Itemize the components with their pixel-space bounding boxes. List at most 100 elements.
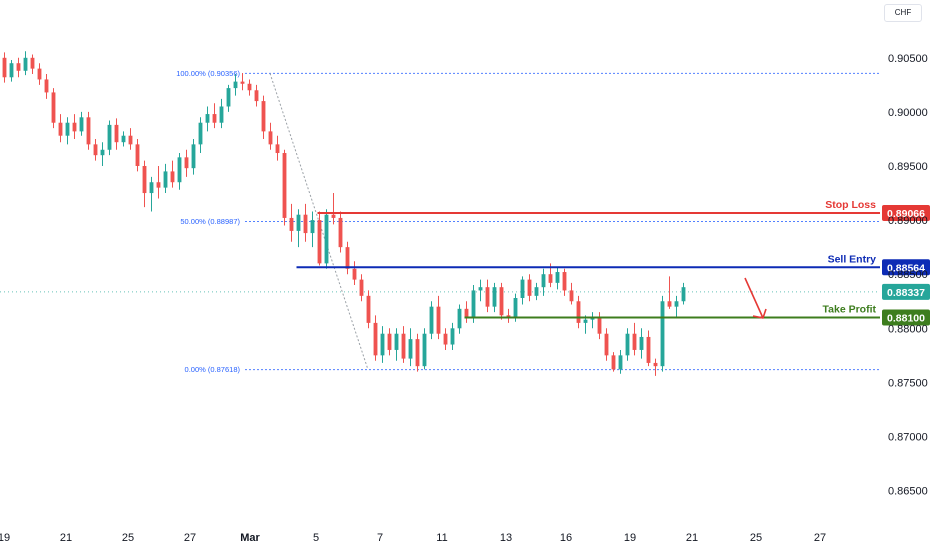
candle xyxy=(310,211,315,248)
x-tick-label: 27 xyxy=(184,532,196,544)
candle xyxy=(247,79,252,96)
candle-body xyxy=(646,336,651,363)
candle-body xyxy=(198,122,203,145)
take-profit-label: Take Profit xyxy=(823,303,877,315)
candle xyxy=(478,279,483,302)
candle xyxy=(282,149,287,226)
candle-body xyxy=(632,333,637,350)
candle-body xyxy=(310,220,315,234)
candle-body xyxy=(44,79,49,93)
x-tick-label: 7 xyxy=(377,532,383,544)
candle-body xyxy=(338,217,343,248)
candle-body xyxy=(576,301,581,323)
sell-entry-price-tag[interactable] xyxy=(882,259,930,276)
y-tick-label: 0.89500 xyxy=(888,161,928,173)
candle xyxy=(366,290,371,329)
trade-levels[interactable]: Stop Loss 0.89066 Sell Entry 0.88564 Take Pr… xyxy=(296,199,931,326)
candle xyxy=(72,114,77,139)
candle xyxy=(163,163,168,194)
candle-body xyxy=(226,88,231,107)
candle-body xyxy=(23,57,28,71)
candle xyxy=(86,111,91,150)
candle xyxy=(177,153,182,190)
candle xyxy=(576,295,581,329)
candle-body xyxy=(394,333,399,350)
candle xyxy=(562,268,567,296)
price-axis[interactable]: 0.90500 0.90000 0.89500 0.89000 0.88500 0.880… xyxy=(888,53,928,498)
candle xyxy=(261,95,266,139)
sell-entry-label: Sell Entry xyxy=(828,253,877,265)
x-tick-label: 21 xyxy=(60,532,72,544)
candle xyxy=(569,282,574,305)
candle-body xyxy=(674,301,679,307)
candle xyxy=(667,276,672,309)
candle xyxy=(289,203,294,242)
candle xyxy=(408,328,413,367)
candlestick-series xyxy=(2,51,686,376)
candle-body xyxy=(114,124,119,143)
time-axis[interactable]: 19 21 25 27 Mar 5 7 11 13 16 19 21 25 27 xyxy=(0,532,826,544)
x-tick-label: 19 xyxy=(0,532,10,544)
candle xyxy=(191,138,196,175)
candle-body xyxy=(583,319,588,323)
candle xyxy=(128,128,133,150)
fib-level-label: 0.00% (0.87618) xyxy=(185,365,241,374)
candle-body xyxy=(100,149,105,156)
candle-body xyxy=(65,122,70,136)
candle xyxy=(464,301,469,323)
candle-body xyxy=(163,171,168,188)
stop-loss-price-tag[interactable] xyxy=(882,204,930,221)
candle-body xyxy=(604,333,609,356)
candle-body xyxy=(562,272,567,291)
candle xyxy=(324,209,329,269)
candle-body xyxy=(156,182,161,188)
candle xyxy=(450,322,455,350)
candle xyxy=(156,166,161,199)
candle xyxy=(170,160,175,188)
candle xyxy=(296,209,301,248)
candle-body xyxy=(30,57,35,69)
candle xyxy=(555,267,560,290)
candle-body xyxy=(261,101,266,132)
y-tick-label: 0.90000 xyxy=(888,107,928,119)
candle xyxy=(149,176,154,212)
candle-body xyxy=(317,220,322,264)
take-profit-price-tag[interactable] xyxy=(882,309,930,326)
candle-body xyxy=(506,315,511,318)
candle-body xyxy=(37,68,42,80)
candle xyxy=(443,328,448,350)
candle-body xyxy=(121,135,126,143)
currency-label[interactable]: CHF xyxy=(884,4,922,22)
candle xyxy=(135,138,140,172)
candle xyxy=(681,282,686,305)
candle xyxy=(401,326,406,363)
candle xyxy=(352,261,357,286)
candle xyxy=(422,328,427,370)
candle xyxy=(338,211,343,253)
candle-body xyxy=(72,122,77,132)
candle-body xyxy=(177,157,182,183)
candle xyxy=(485,279,490,313)
candle-body xyxy=(86,117,91,145)
candle-body xyxy=(443,333,448,345)
candle-body xyxy=(79,117,84,132)
last-price-tag[interactable] xyxy=(882,283,930,300)
candle-body xyxy=(296,214,301,231)
candle xyxy=(240,72,245,91)
x-tick-label: 25 xyxy=(750,532,762,544)
candle xyxy=(660,295,665,372)
candle-body xyxy=(618,355,623,370)
candle xyxy=(632,322,637,356)
candle xyxy=(317,211,322,266)
candle xyxy=(79,111,84,136)
x-tick-label: 16 xyxy=(560,532,572,544)
candle-body xyxy=(240,81,245,84)
candle-body xyxy=(527,279,532,296)
y-tick-label: 0.89000 xyxy=(888,215,928,227)
candle-body xyxy=(9,63,14,78)
candle-body xyxy=(499,287,504,316)
candle-body xyxy=(625,333,630,356)
candle xyxy=(30,54,35,75)
candle xyxy=(380,326,385,363)
